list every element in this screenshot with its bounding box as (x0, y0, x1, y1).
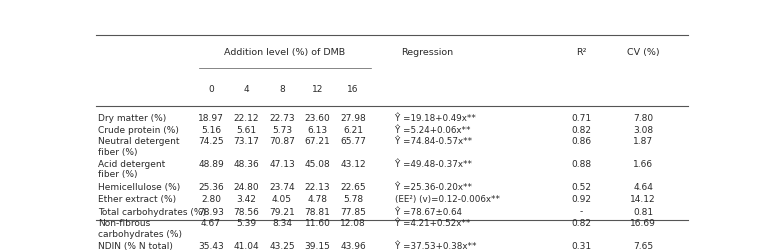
Text: (EE²) (v)=0.12-0.006x**: (EE²) (v)=0.12-0.006x** (394, 195, 500, 203)
Text: 35.43: 35.43 (198, 241, 224, 250)
Text: Ŷ =25.36-0.20x**: Ŷ =25.36-0.20x** (394, 182, 471, 192)
Text: 77.85: 77.85 (340, 207, 366, 216)
Text: fiber (%): fiber (%) (99, 170, 138, 179)
Text: 4.64: 4.64 (633, 182, 653, 192)
Text: 65.77: 65.77 (340, 136, 366, 145)
Text: CV (%): CV (%) (627, 48, 659, 56)
Text: 3.08: 3.08 (633, 126, 653, 134)
Text: 5.39: 5.39 (236, 218, 257, 227)
Text: NDIN (% N total): NDIN (% N total) (99, 241, 173, 250)
Text: Ŷ =19.18+0.49x**: Ŷ =19.18+0.49x** (394, 114, 475, 122)
Text: 79.21: 79.21 (269, 207, 295, 216)
Text: 0.82: 0.82 (571, 218, 591, 227)
Text: 48.89: 48.89 (198, 159, 224, 168)
Text: 25.36: 25.36 (198, 182, 224, 192)
Text: 73.17: 73.17 (234, 136, 260, 145)
Text: 12: 12 (312, 84, 323, 93)
Text: 4.78: 4.78 (308, 195, 328, 203)
Text: Crude protein (%): Crude protein (%) (99, 126, 180, 134)
Text: 5.61: 5.61 (236, 126, 257, 134)
Text: Ŷ =49.48-0.37x**: Ŷ =49.48-0.37x** (394, 159, 471, 168)
Text: 39.15: 39.15 (305, 241, 331, 250)
Text: 0.88: 0.88 (571, 159, 591, 168)
Text: 67.21: 67.21 (305, 136, 330, 145)
Text: Ŷ =37.53+0.38x**: Ŷ =37.53+0.38x** (394, 241, 476, 250)
Text: Regression: Regression (401, 48, 453, 56)
Text: Neutral detergent: Neutral detergent (99, 136, 180, 145)
Text: 2.80: 2.80 (201, 195, 221, 203)
Text: Non-fibrous: Non-fibrous (99, 218, 151, 227)
Text: 22.65: 22.65 (340, 182, 366, 192)
Text: 22.12: 22.12 (234, 114, 259, 122)
Text: 78.81: 78.81 (305, 207, 331, 216)
Text: 0: 0 (208, 84, 214, 93)
Text: Ether extract (%): Ether extract (%) (99, 195, 176, 203)
Text: Dry matter (%): Dry matter (%) (99, 114, 167, 122)
Text: 0.81: 0.81 (633, 207, 653, 216)
Text: 3.42: 3.42 (237, 195, 257, 203)
Text: 24.80: 24.80 (234, 182, 259, 192)
Text: 27.98: 27.98 (340, 114, 366, 122)
Text: 11.60: 11.60 (305, 218, 331, 227)
Text: 45.08: 45.08 (305, 159, 330, 168)
Text: 47.13: 47.13 (269, 159, 295, 168)
Text: 4.05: 4.05 (272, 195, 292, 203)
Text: 41.04: 41.04 (234, 241, 259, 250)
Text: Total carbohydrates (%): Total carbohydrates (%) (99, 207, 206, 216)
Text: carbohydrates (%): carbohydrates (%) (99, 228, 183, 237)
Text: Ŷ =78.67±0.64: Ŷ =78.67±0.64 (394, 207, 461, 216)
Text: R²: R² (576, 48, 586, 56)
Text: 14.12: 14.12 (630, 195, 656, 203)
Text: 78.93: 78.93 (198, 207, 224, 216)
Text: 1.87: 1.87 (633, 136, 653, 145)
Text: 22.73: 22.73 (269, 114, 295, 122)
Text: -: - (579, 207, 583, 216)
Text: 0.71: 0.71 (571, 114, 591, 122)
Text: 43.25: 43.25 (269, 241, 295, 250)
Text: 0.86: 0.86 (571, 136, 591, 145)
Text: 0.82: 0.82 (571, 126, 591, 134)
Text: Ŷ =5.24+0.06x**: Ŷ =5.24+0.06x** (394, 126, 470, 134)
Text: Addition level (%) of DMB: Addition level (%) of DMB (225, 48, 345, 56)
Text: 43.12: 43.12 (340, 159, 366, 168)
Text: 0.52: 0.52 (571, 182, 591, 192)
Text: 8.34: 8.34 (272, 218, 292, 227)
Text: 5.78: 5.78 (343, 195, 363, 203)
Text: 78.56: 78.56 (234, 207, 260, 216)
Text: 48.36: 48.36 (234, 159, 259, 168)
Text: 70.87: 70.87 (269, 136, 295, 145)
Text: 6.13: 6.13 (307, 126, 328, 134)
Text: fiber (%): fiber (%) (99, 147, 138, 156)
Text: 8: 8 (279, 84, 285, 93)
Text: 5.16: 5.16 (201, 126, 221, 134)
Text: 12.08: 12.08 (340, 218, 366, 227)
Text: 23.60: 23.60 (305, 114, 330, 122)
Text: 23.74: 23.74 (269, 182, 295, 192)
Text: Ŷ =4.21+0.52x**: Ŷ =4.21+0.52x** (394, 218, 470, 227)
Text: Hemicellulose (%): Hemicellulose (%) (99, 182, 181, 192)
Text: 16.69: 16.69 (630, 218, 656, 227)
Text: 1.66: 1.66 (633, 159, 653, 168)
Text: 0.31: 0.31 (571, 241, 591, 250)
Text: 4.67: 4.67 (201, 218, 221, 227)
Text: 7.65: 7.65 (633, 241, 653, 250)
Text: 43.96: 43.96 (340, 241, 366, 250)
Text: Ŷ =74.84-0.57x**: Ŷ =74.84-0.57x** (394, 136, 471, 145)
Text: 18.97: 18.97 (198, 114, 224, 122)
Text: 7.80: 7.80 (633, 114, 653, 122)
Text: Acid detergent: Acid detergent (99, 159, 166, 168)
Text: 74.25: 74.25 (198, 136, 224, 145)
Text: 6.21: 6.21 (343, 126, 363, 134)
Text: 22.13: 22.13 (305, 182, 330, 192)
Text: 0.92: 0.92 (571, 195, 591, 203)
Text: 4: 4 (244, 84, 249, 93)
Text: 5.73: 5.73 (272, 126, 292, 134)
Text: 16: 16 (348, 84, 359, 93)
